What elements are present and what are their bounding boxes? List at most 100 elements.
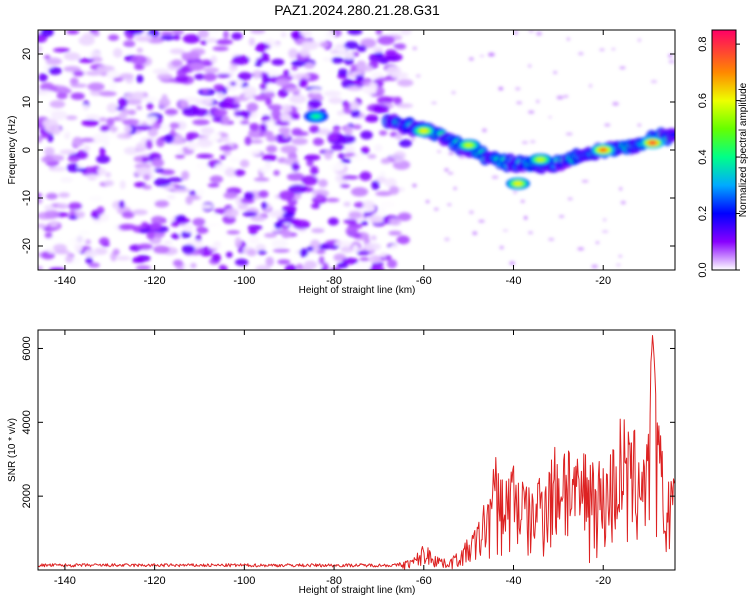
spectrogram-noise-blob bbox=[348, 211, 362, 219]
spectrogram-noise-blob bbox=[458, 155, 466, 159]
spectrogram-noise-blob bbox=[152, 68, 170, 75]
colorbar-gradient bbox=[711, 29, 737, 271]
spectrogram-noise-blob bbox=[520, 199, 525, 203]
spectrogram-noise-blob bbox=[123, 48, 133, 54]
spectrogram-noise-blob bbox=[172, 188, 191, 193]
spectrogram-noise-blob bbox=[112, 248, 120, 256]
spectrogram-noise-blob bbox=[453, 186, 457, 190]
spectrogram-noise-blob bbox=[56, 86, 69, 91]
spectrogram-noise-blob bbox=[85, 114, 100, 120]
spectrogram-noise-blob bbox=[68, 202, 83, 210]
spectrogram-noise-blob bbox=[530, 140, 536, 144]
spectrogram-noise-blob bbox=[395, 133, 403, 140]
spectrogram-noise-blob bbox=[350, 64, 358, 72]
spectrogram-noise-blob bbox=[299, 78, 308, 88]
spectrogram-noise-blob bbox=[248, 225, 258, 236]
spectrogram-noise-blob bbox=[226, 230, 241, 235]
colorbar-tick-label: 0.8 bbox=[697, 36, 709, 51]
snr-frame bbox=[37, 329, 676, 571]
spectrogram-noise-blob bbox=[307, 99, 322, 109]
spectrogram-noise-blob bbox=[253, 69, 262, 78]
spectrogram-noise-blob bbox=[195, 161, 209, 171]
spectrogram-noise-blob bbox=[363, 40, 377, 46]
spectrogram-x-tick-label: -120 bbox=[144, 275, 166, 287]
spectrogram-noise-blob bbox=[135, 124, 152, 131]
spectrogram-noise-blob bbox=[93, 31, 100, 37]
spectrogram-noise-blob bbox=[350, 166, 358, 172]
spectrogram-noise-blob bbox=[70, 92, 85, 100]
spectrogram-noise-blob bbox=[253, 177, 270, 182]
spectrogram-noise-blob bbox=[234, 110, 252, 117]
spectrogram-noise-blob bbox=[49, 220, 59, 228]
spectrogram-x-axis-label: Height of straight line (km) bbox=[299, 285, 416, 296]
spectrogram-noise-blob bbox=[364, 114, 379, 123]
spectrogram-noise-blob bbox=[499, 245, 504, 250]
snr-y-tick-label: 4000 bbox=[21, 410, 33, 434]
colorbar-tick-label: 0.2 bbox=[697, 206, 709, 221]
spectrogram-noise-blob bbox=[209, 30, 221, 35]
spectrogram-noise-blob bbox=[433, 207, 439, 211]
spectrogram-noise-blob bbox=[170, 233, 180, 240]
spectrogram-noise-blob bbox=[181, 170, 190, 181]
spectrogram-noise-blob bbox=[604, 123, 611, 127]
spectrogram-noise-blob bbox=[301, 40, 319, 51]
spectrogram-noise-blob bbox=[196, 153, 214, 159]
spectrogram-noise-blob bbox=[188, 62, 205, 71]
spectrogram-noise-blob bbox=[340, 158, 352, 164]
spectrogram-noise-blob bbox=[619, 66, 626, 70]
colorbar-ticks: 0.0 0.2 0.4 0.6 0.8 bbox=[697, 36, 740, 278]
spectrogram-noise-blob bbox=[113, 77, 120, 83]
spectrogram-noise-blob bbox=[197, 188, 205, 198]
spectrogram-noise-blob bbox=[353, 201, 365, 209]
spectrogram-noise-blob bbox=[183, 224, 193, 233]
spectrogram-noise-blob bbox=[192, 119, 210, 126]
spectrogram-y-tick-label: -10 bbox=[21, 190, 33, 206]
spectrogram-noise-blob bbox=[38, 265, 44, 270]
spectrogram-noise-blob bbox=[234, 169, 246, 176]
spectrogram-noise-blob bbox=[472, 231, 478, 236]
spectrogram-noise-blob bbox=[254, 95, 268, 101]
spectrogram-noise-blob bbox=[274, 121, 291, 126]
spectrogram-noise-blob bbox=[139, 228, 151, 234]
spectrogram-noise-blob bbox=[380, 200, 396, 209]
spectrogram-noise-blob bbox=[121, 119, 134, 124]
spectrogram-noise-blob bbox=[78, 35, 95, 46]
spectrogram-noise-blob bbox=[383, 56, 399, 62]
spectrogram-noise-blob bbox=[509, 261, 516, 265]
spectrogram-noise-blob bbox=[397, 212, 412, 222]
spectrogram-noise-blob bbox=[285, 87, 301, 93]
spectrogram-noise-blob bbox=[221, 265, 228, 270]
spectrogram-noise-blob bbox=[299, 248, 309, 258]
spectrogram-noise-blob bbox=[581, 179, 589, 183]
spectrogram-noise-blob bbox=[611, 48, 616, 51]
snr-y-tick-label: 6000 bbox=[21, 336, 33, 360]
spectrogram-noise-blob bbox=[355, 74, 364, 81]
spectrogram-noise-blob bbox=[650, 80, 658, 84]
spectrogram-noise-blob bbox=[266, 134, 278, 142]
snr-y-tick-label: 2000 bbox=[21, 484, 33, 508]
spectrogram-noise-blob bbox=[141, 156, 150, 163]
spectrogram-noise-blob bbox=[112, 47, 123, 58]
spectrogram-noise-blob bbox=[397, 79, 414, 87]
spectrogram-noise-blob bbox=[566, 37, 570, 41]
spectrogram-noise-blob bbox=[143, 174, 151, 181]
spectrogram-noise-blob bbox=[356, 45, 367, 53]
spectrogram-noise-blob bbox=[447, 172, 454, 175]
spectrogram-noise-blob bbox=[85, 256, 93, 265]
spectrogram-noise-blob bbox=[340, 246, 354, 253]
spectrogram-noise-blob bbox=[100, 72, 108, 77]
spectrogram-noise-blob bbox=[72, 136, 83, 147]
spectrogram-noise-blob bbox=[209, 244, 222, 250]
spectrogram-noise-blob bbox=[70, 83, 88, 88]
spectrogram-noise-blob bbox=[185, 195, 194, 205]
spectrogram-noise-blob bbox=[310, 239, 321, 250]
spectrogram-noise-blob bbox=[44, 209, 60, 220]
spectrogram-noise-blob bbox=[85, 70, 102, 76]
spectrogram-noise-blob bbox=[217, 92, 224, 100]
spectrogram-noise-blob bbox=[291, 162, 300, 172]
spectrogram-noise-blob bbox=[343, 201, 351, 207]
spectrogram-noise-blob bbox=[388, 185, 400, 195]
spectrogram-noise-blob bbox=[166, 194, 176, 200]
spectrogram-noise-blob bbox=[167, 216, 176, 222]
spectrogram-x-tick-label: -100 bbox=[233, 275, 255, 287]
